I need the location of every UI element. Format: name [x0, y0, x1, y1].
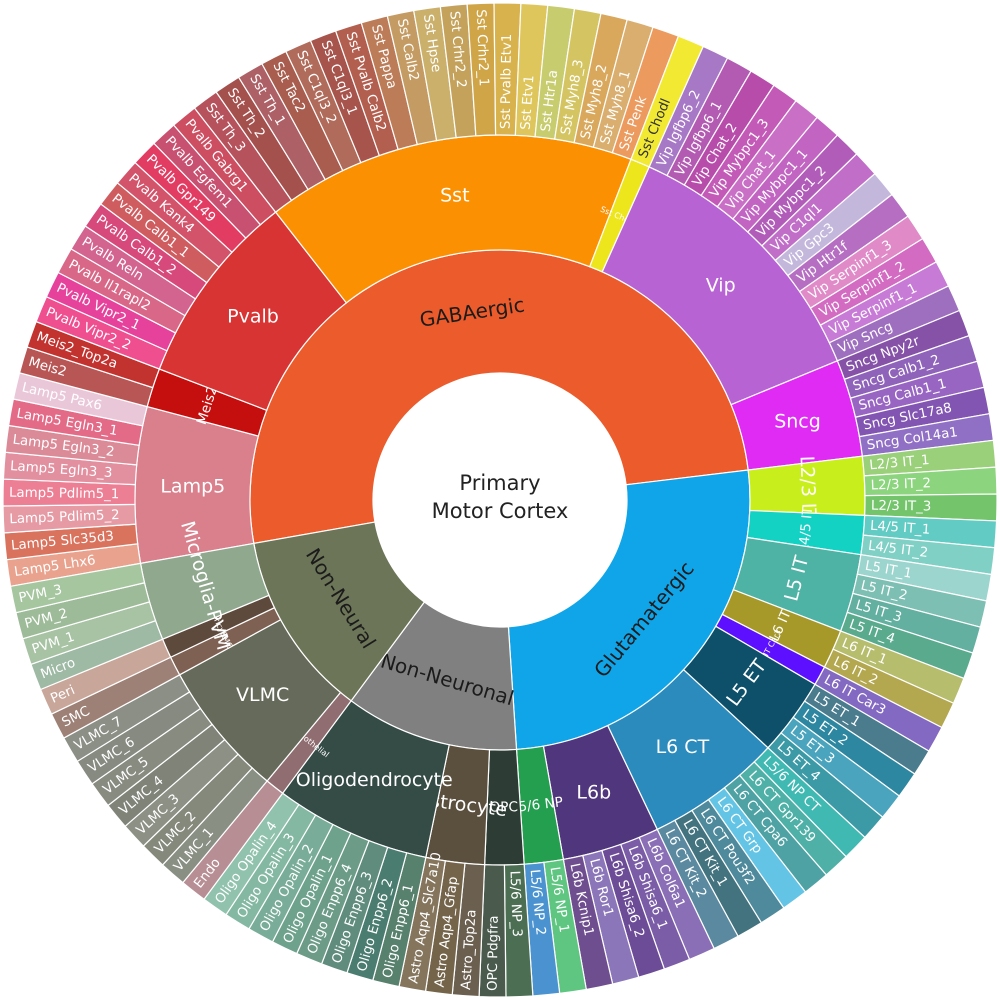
center-hole — [373, 373, 627, 627]
segment-opc — [484, 748, 525, 866]
segment-pvm-3 — [9, 562, 146, 614]
